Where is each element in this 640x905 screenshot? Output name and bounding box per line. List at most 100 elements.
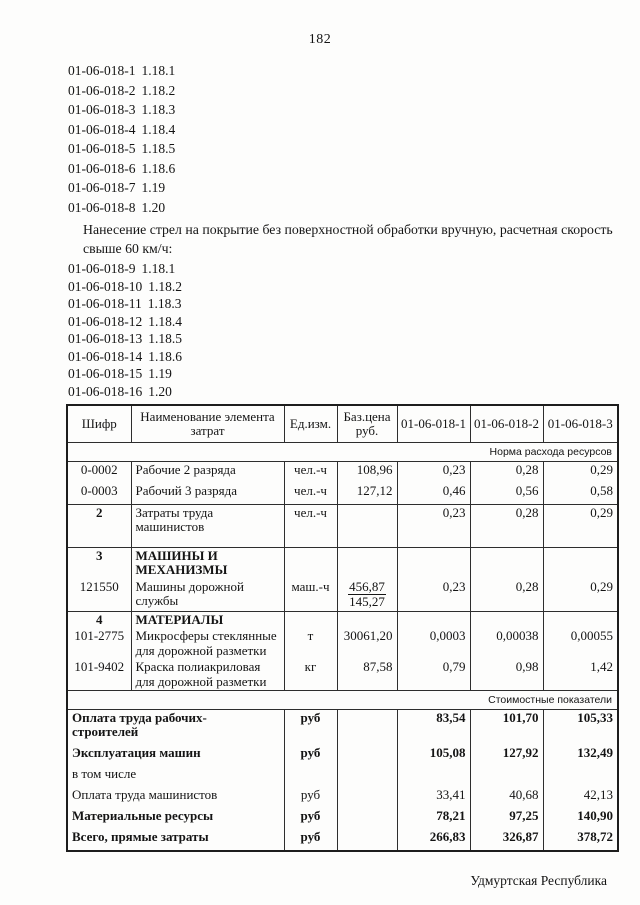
- name-cell: Микросферы стеклянные для дорожной разме…: [130, 628, 285, 659]
- price-denominator: 145,27: [349, 594, 385, 609]
- column-header-norm-2: 01-06-018-2: [469, 405, 544, 443]
- base-price-cell: [336, 765, 398, 787]
- estimate-code: 01-06-018-5: [68, 141, 136, 156]
- cipher-cell: 121550: [66, 578, 132, 611]
- estimate-code: 01-06-018-6: [68, 160, 136, 176]
- name-cell: Рабочие 2 разряда: [130, 461, 285, 483]
- estimate-code: 01-06-018-7: [68, 180, 136, 195]
- value-cell: 0,79: [396, 659, 471, 691]
- unit-cell: руб: [283, 744, 338, 766]
- value-cell: 0,28: [469, 578, 544, 611]
- column-header-norm-3: 01-06-018-3: [542, 405, 619, 443]
- unit-cell: руб: [283, 709, 338, 745]
- table-ref: 1.18.4: [148, 313, 182, 329]
- price-numerator: 456,87: [348, 578, 386, 595]
- section-band-row: Стоимостные показатели: [66, 690, 619, 710]
- cost-name-cell: Оплата труда рабочих-строителей: [66, 709, 285, 745]
- resource-norms-table: Шифр Наименование элемента затрат Ед.изм…: [66, 404, 619, 852]
- column-header-base-price: Баз.цена руб.: [336, 405, 398, 443]
- cost-row: Оплата труда рабочих-строителей руб 83,5…: [66, 709, 619, 745]
- value-cell: 105,33: [542, 709, 619, 745]
- estimate-code: 01-06-018-14: [68, 348, 143, 364]
- table-row: 101-9402 Краска полиакриловая для дорожн…: [66, 659, 619, 691]
- code-list-item: 01-06-018-8 1.20: [68, 198, 617, 218]
- table-ref: 1.18.2: [148, 278, 182, 294]
- unit-cell: руб: [283, 807, 338, 829]
- table-ref: 1.18.1: [141, 63, 176, 78]
- base-price-cell: [336, 610, 398, 628]
- column-header-unit: Ед.изм.: [283, 405, 338, 443]
- unit-cell: чел.-ч: [283, 503, 338, 547]
- value-cell: 78,21: [396, 807, 471, 829]
- table-row: 101-2775 Микросферы стеклянные для дорож…: [66, 628, 619, 659]
- cost-name-cell: Всего, прямые затраты: [66, 828, 285, 851]
- estimate-code: 01-06-018-3: [68, 102, 136, 117]
- page-number: 182: [308, 32, 332, 47]
- base-price-cell: 30061,20: [336, 628, 398, 659]
- estimate-code: 01-06-018-4: [68, 121, 136, 137]
- name-text: Затраты труда машинистов: [135, 504, 214, 534]
- value-cell: [396, 765, 471, 787]
- base-price-cell: 108,96: [336, 461, 398, 483]
- value-cell: 127,92: [469, 744, 544, 766]
- cipher-cell: 101-2775: [66, 628, 132, 659]
- table-ref: 1.19: [141, 180, 166, 195]
- base-price-cell: [336, 709, 398, 745]
- cipher-cell: 0-0003: [66, 482, 132, 504]
- unit-cell: маш.-ч: [283, 578, 338, 611]
- unit-cell: [283, 765, 338, 787]
- section-title-cell: МАШИНЫ И МЕХАНИЗМЫ: [130, 546, 285, 579]
- cipher-cell: 4: [66, 610, 132, 628]
- table-ref: 1.18.5: [148, 331, 182, 346]
- value-cell: [396, 610, 471, 628]
- value-cell: 0,00038: [469, 628, 544, 659]
- section-title-cell: МАТЕРИАЛЫ: [130, 610, 285, 628]
- value-cell: 83,54: [396, 709, 471, 745]
- cost-name-text: Оплата труда рабочих-строителей: [72, 709, 207, 739]
- price-fraction: 456,87 145,27: [348, 578, 386, 610]
- band-cost-label: Стоимостные показатели: [66, 690, 619, 710]
- unit-cell: руб: [283, 828, 338, 851]
- value-cell: [396, 546, 471, 579]
- value-cell: 105,08: [396, 744, 471, 766]
- value-cell: [542, 546, 619, 579]
- code-list-item: 01-06-018-5 1.18.5: [68, 139, 617, 159]
- work-description-paragraph: Нанесение стрел на покрытие без поверхно…: [83, 222, 613, 256]
- estimate-code: 01-06-018-12: [68, 313, 143, 329]
- name-cell: Машины дорожной службы: [130, 578, 285, 611]
- code-list-item: 01-06-018-11 1.18.3: [68, 295, 617, 313]
- value-cell: 0,0003: [396, 628, 471, 659]
- column-header-name: Наименование элемента затрат: [130, 405, 285, 443]
- table-ref: 1.20: [148, 383, 172, 399]
- code-list-item: 01-06-018-9 1.18.1: [68, 260, 617, 278]
- base-price-cell: [336, 807, 398, 829]
- value-cell: 0,29: [542, 503, 619, 547]
- estimate-code: 01-06-018-11: [68, 296, 142, 311]
- unit-cell: т: [283, 628, 338, 659]
- value-cell: 0,46: [396, 482, 471, 504]
- value-cell: 97,25: [469, 807, 544, 829]
- estimate-code: 01-06-018-16: [68, 383, 143, 399]
- table-row: 0-0003 Рабочий 3 разряда чел.-ч 127,12 0…: [66, 482, 619, 504]
- band-norm-label: Норма расхода ресурсов: [66, 442, 619, 462]
- code-list-item: 01-06-018-4 1.18.4: [68, 120, 617, 140]
- value-cell: 378,72: [542, 828, 619, 851]
- base-price-cell: [336, 744, 398, 766]
- estimate-code: 01-06-018-10: [68, 278, 143, 294]
- value-cell: 0,29: [542, 461, 619, 483]
- base-price-cell: [336, 786, 398, 808]
- value-cell: 140,90: [542, 807, 619, 829]
- value-cell: 0,28: [469, 461, 544, 483]
- code-list-item: 01-06-018-3 1.18.3: [68, 100, 617, 120]
- value-cell: 326,87: [469, 828, 544, 851]
- table-row: 4 МАТЕРИАЛЫ: [66, 610, 619, 628]
- estimate-code: 01-06-018-9: [68, 261, 136, 276]
- base-price-fraction-cell: 456,87 145,27: [336, 578, 398, 611]
- cost-name-cell: Эксплуатация машин: [66, 744, 285, 766]
- page-content: 01-06-018-1 1.18.1 01-06-018-2 1.18.2 01-0…: [0, 61, 640, 852]
- table-ref: 1.18.1: [141, 261, 176, 276]
- estimate-code: 01-06-018-15: [68, 366, 143, 381]
- value-cell: 0,58: [542, 482, 619, 504]
- unit-cell: чел.-ч: [283, 482, 338, 504]
